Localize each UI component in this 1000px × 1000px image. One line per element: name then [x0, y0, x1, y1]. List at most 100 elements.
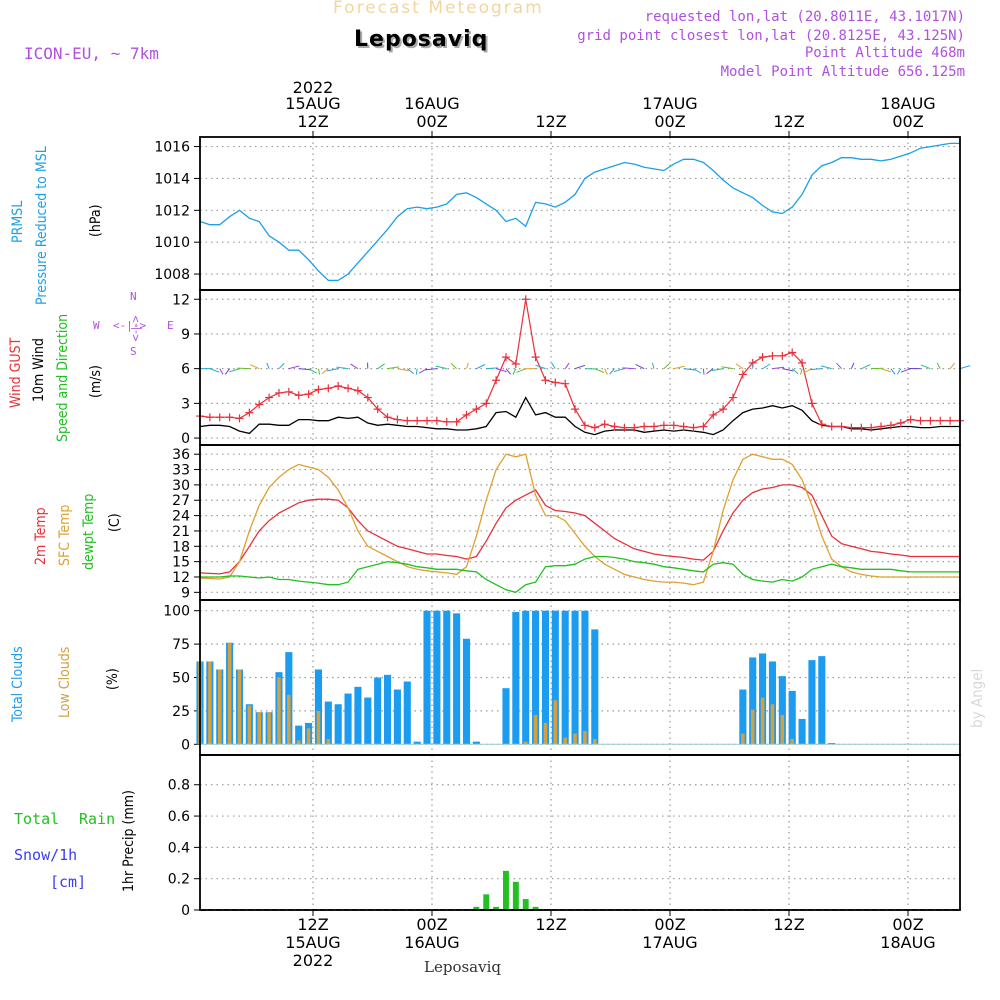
y-tick-label: 1008	[154, 267, 190, 283]
wind-direction-arrow	[564, 362, 570, 369]
wind-direction-arrow	[326, 368, 339, 372]
gust-point	[886, 421, 895, 430]
gust-point	[807, 399, 816, 408]
total-clouds-bar	[324, 701, 332, 745]
time-bottom-hour: 12Z	[535, 915, 566, 934]
pressure-unit: (hPa)	[88, 204, 104, 238]
time-top-date: 18AUG	[880, 94, 935, 113]
gust-point	[255, 400, 264, 409]
gust-point	[472, 405, 481, 414]
y-tick-label: 0.2	[168, 872, 190, 888]
gust-point	[383, 413, 392, 422]
low-clouds-bar	[217, 669, 222, 745]
gust-point	[235, 414, 244, 423]
gust-point	[284, 387, 293, 396]
prmsl-label: PRMSL	[10, 200, 26, 243]
total-clouds-bar	[551, 610, 559, 745]
y-tick-label: 6	[181, 362, 190, 378]
time-top-date: 16AUG	[404, 94, 459, 113]
wind-10m-label: 10m Wind	[31, 338, 47, 402]
footer-location: Leposaviq	[424, 958, 501, 976]
wind-direction-arrow	[663, 363, 671, 370]
temp-dewpt-label: dewpt Temp	[81, 493, 97, 570]
gust-point	[373, 405, 382, 414]
y-tick-label: 15	[172, 555, 190, 571]
y-tick-label: 1014	[154, 171, 190, 187]
precip-snow-label: Snow/1h	[14, 846, 78, 864]
total-clouds-bar	[788, 690, 796, 745]
gust-point	[314, 385, 323, 394]
total-clouds-bar	[393, 689, 401, 745]
gust-point	[669, 421, 678, 430]
total-clouds-bar	[413, 741, 421, 745]
gust-point	[728, 393, 737, 402]
total-clouds-bar	[808, 660, 816, 745]
y-tick-label: 12	[172, 570, 190, 586]
wind-direction-arrow	[936, 362, 941, 369]
wind-direction-arrow	[791, 368, 799, 375]
low-clouds-bar	[780, 714, 785, 745]
wind-direction-arrow	[782, 368, 794, 372]
wind-direction-arrow	[809, 368, 822, 371]
wind-direction-arrow	[735, 363, 744, 370]
y-tick-label: 0	[181, 903, 190, 919]
wind-direction-arrow	[594, 368, 605, 373]
time-top-hour: 00Z	[654, 112, 685, 131]
panel-clouds: 0 25 50 75 100	[163, 599, 961, 756]
gust-point	[877, 422, 886, 431]
wind-direction-arrow	[861, 364, 871, 370]
gust-point	[659, 421, 668, 430]
requested-coords: requested lon,lat (20.8011E, 43.1017N)	[644, 9, 965, 25]
gust-point	[610, 422, 619, 431]
total-clouds-bar	[295, 725, 303, 745]
gust-point	[936, 416, 945, 425]
wind-unit: (m/s)	[88, 365, 104, 398]
low-clouds-bar	[247, 705, 252, 745]
precip-rain-label: Rain	[79, 810, 116, 828]
y-tick-label: 25	[172, 704, 190, 720]
gust-point	[788, 348, 797, 357]
low-clouds-bar	[553, 700, 558, 745]
y-tick-label: 21	[172, 524, 190, 540]
series-line-dewpt-temp	[200, 555, 960, 594]
gust-point	[541, 376, 550, 385]
total-clouds-label: Total Clouds	[10, 646, 26, 722]
wind-direction-arrow	[900, 368, 911, 373]
low-clouds-bar	[326, 738, 331, 745]
wind-direction-arrow	[377, 363, 385, 370]
temp-sfc-label: SFC Temp	[57, 504, 73, 566]
gust-point	[324, 384, 333, 393]
total-clouds-bar	[828, 742, 836, 745]
wind-direction-arrow	[224, 368, 231, 375]
total-clouds-bar	[423, 610, 431, 745]
time-bottom-date: 16AUG	[404, 933, 459, 952]
wind-direction-arrow	[266, 362, 270, 369]
wind-direction-arrow	[209, 368, 220, 373]
gust-point	[344, 384, 353, 393]
total-clouds-bar	[571, 610, 579, 745]
low-clouds-bar	[741, 733, 745, 745]
wind-direction-arrow	[836, 362, 842, 369]
series-line-wind-gust	[199, 299, 960, 429]
wind-direction-arrow	[683, 368, 696, 371]
wind-direction-arrow	[435, 365, 447, 370]
y-tick-label: 30	[172, 478, 190, 494]
rain-bar	[493, 906, 500, 910]
gust-point	[413, 416, 422, 425]
total-clouds-bar	[314, 669, 322, 745]
total-clouds-bar	[739, 689, 747, 745]
wind-direction-arrow	[308, 368, 317, 374]
total-clouds-bar	[374, 677, 382, 745]
compass-we-arrow: <-|->	[113, 319, 147, 332]
point-altitude: Point Altitude 468m	[804, 45, 965, 61]
credit-watermark: by Angel	[968, 668, 986, 728]
y-tick-label: 0	[181, 737, 190, 753]
wind-direction-arrow	[850, 362, 855, 369]
precip-total-label: Total	[14, 810, 60, 828]
rain-bar	[483, 894, 490, 910]
wind-direction-arrow	[406, 368, 415, 375]
wind-direction-arrow	[800, 368, 803, 375]
gust-point	[393, 415, 402, 424]
